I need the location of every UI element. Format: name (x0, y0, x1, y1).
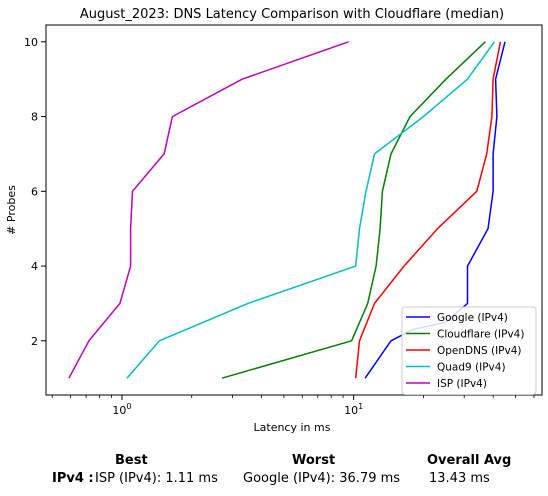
legend-box (401, 306, 537, 395)
chart-title: August_2023: DNS Latency Comparison with… (80, 7, 504, 22)
overall-avg-header: Overall Avg (427, 453, 512, 468)
y-tick-label: 2 (31, 335, 38, 348)
ipv4-row-label: IPv4 : (52, 471, 94, 486)
legend-label: Quad9 (IPv4) (437, 362, 506, 374)
legend: Google (IPv4) Cloudflare (IPv4) OpenDNS (I… (401, 306, 537, 395)
y-axis-label: # Probes (5, 185, 18, 235)
legend-label: OpenDNS (IPv4) (437, 345, 522, 357)
overall-avg-value: 13.43 ms (429, 471, 490, 486)
series-line-opendns-ipv4 (354, 41, 502, 379)
x-axis-label: Latency in ms (254, 421, 331, 434)
summary-panel: Best Worst Overall Avg IPv4 : ISP (IPv4)… (0, 450, 548, 496)
worst-value: Google (IPv4): 36.79 ms (243, 471, 401, 486)
series-line-quad9-ipv4 (126, 41, 496, 379)
x-tick-label: 101 (344, 402, 363, 417)
y-tick-label: 4 (31, 260, 38, 273)
series-line-cloudflare-ipv4 (221, 41, 486, 379)
best-value: ISP (IPv4): 1.11 ms (95, 471, 218, 486)
y-tick-label: 8 (31, 111, 38, 124)
legend-label: Cloudflare (IPv4) (437, 329, 524, 341)
series-line-isp-ipv4 (68, 41, 349, 379)
latency-chart: August_2023: DNS Latency Comparison with… (5, 7, 543, 434)
y-tick-label: 6 (31, 185, 38, 198)
y-tick-label: 10 (24, 36, 38, 49)
x-tick-label: 100 (112, 402, 131, 417)
legend-label: Google (IPv4) (437, 312, 508, 324)
legend-label: ISP (IPv4) (437, 378, 487, 390)
best-header: Best (115, 453, 148, 468)
worst-header: Worst (292, 453, 336, 468)
